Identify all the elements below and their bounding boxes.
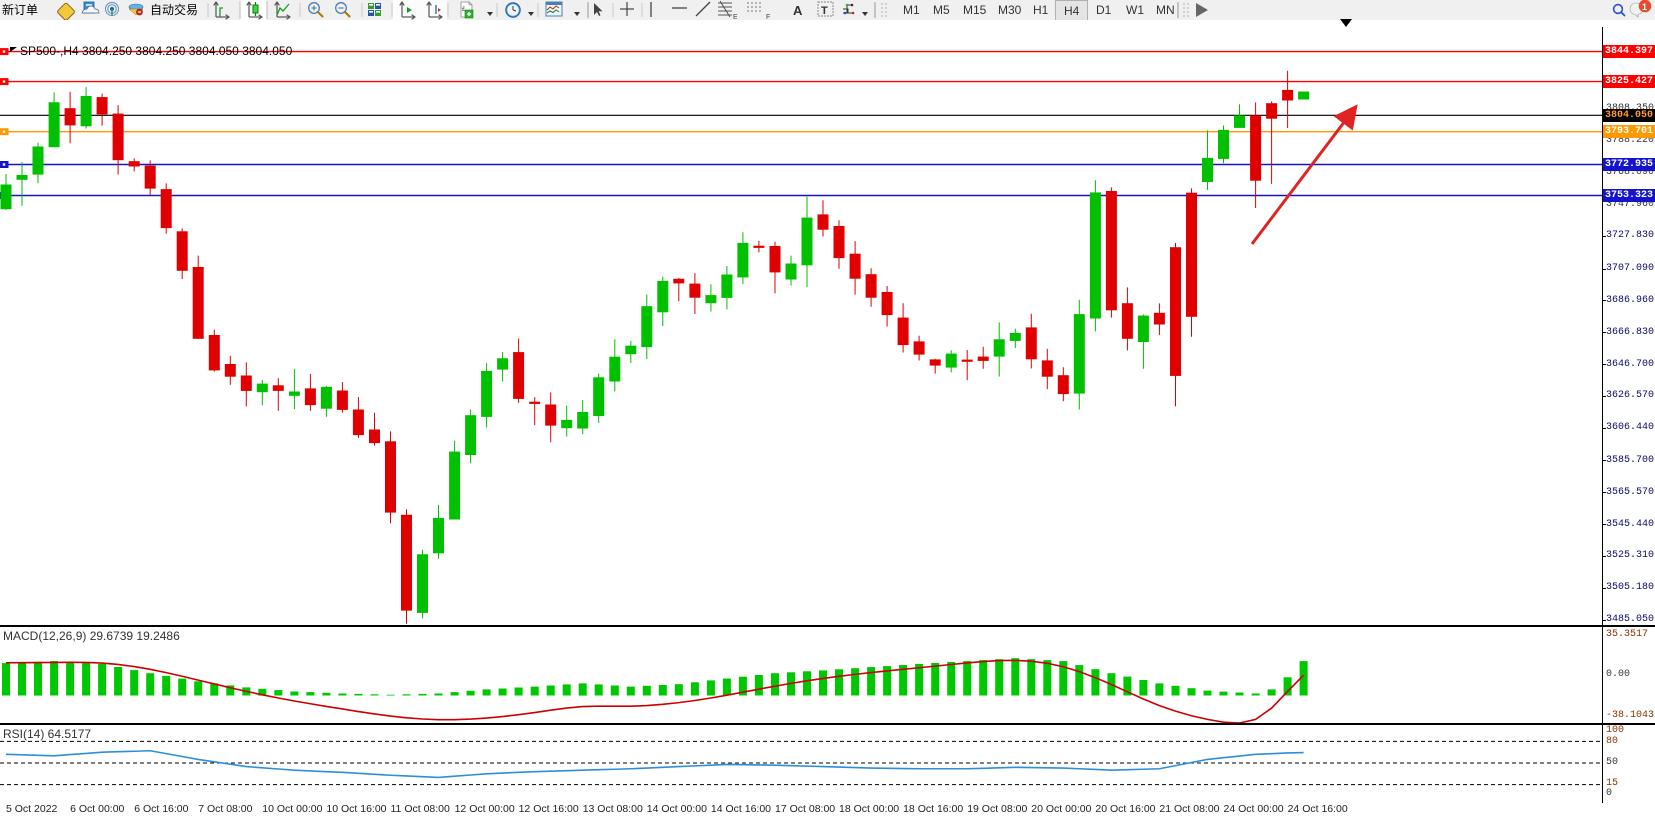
svg-text:1: 1 [1642,2,1647,12]
svg-text:SP500-,H4 3804.250 3804.250 3: SP500-,H4 3804.250 3804.250 3804.050 380… [20,44,293,58]
